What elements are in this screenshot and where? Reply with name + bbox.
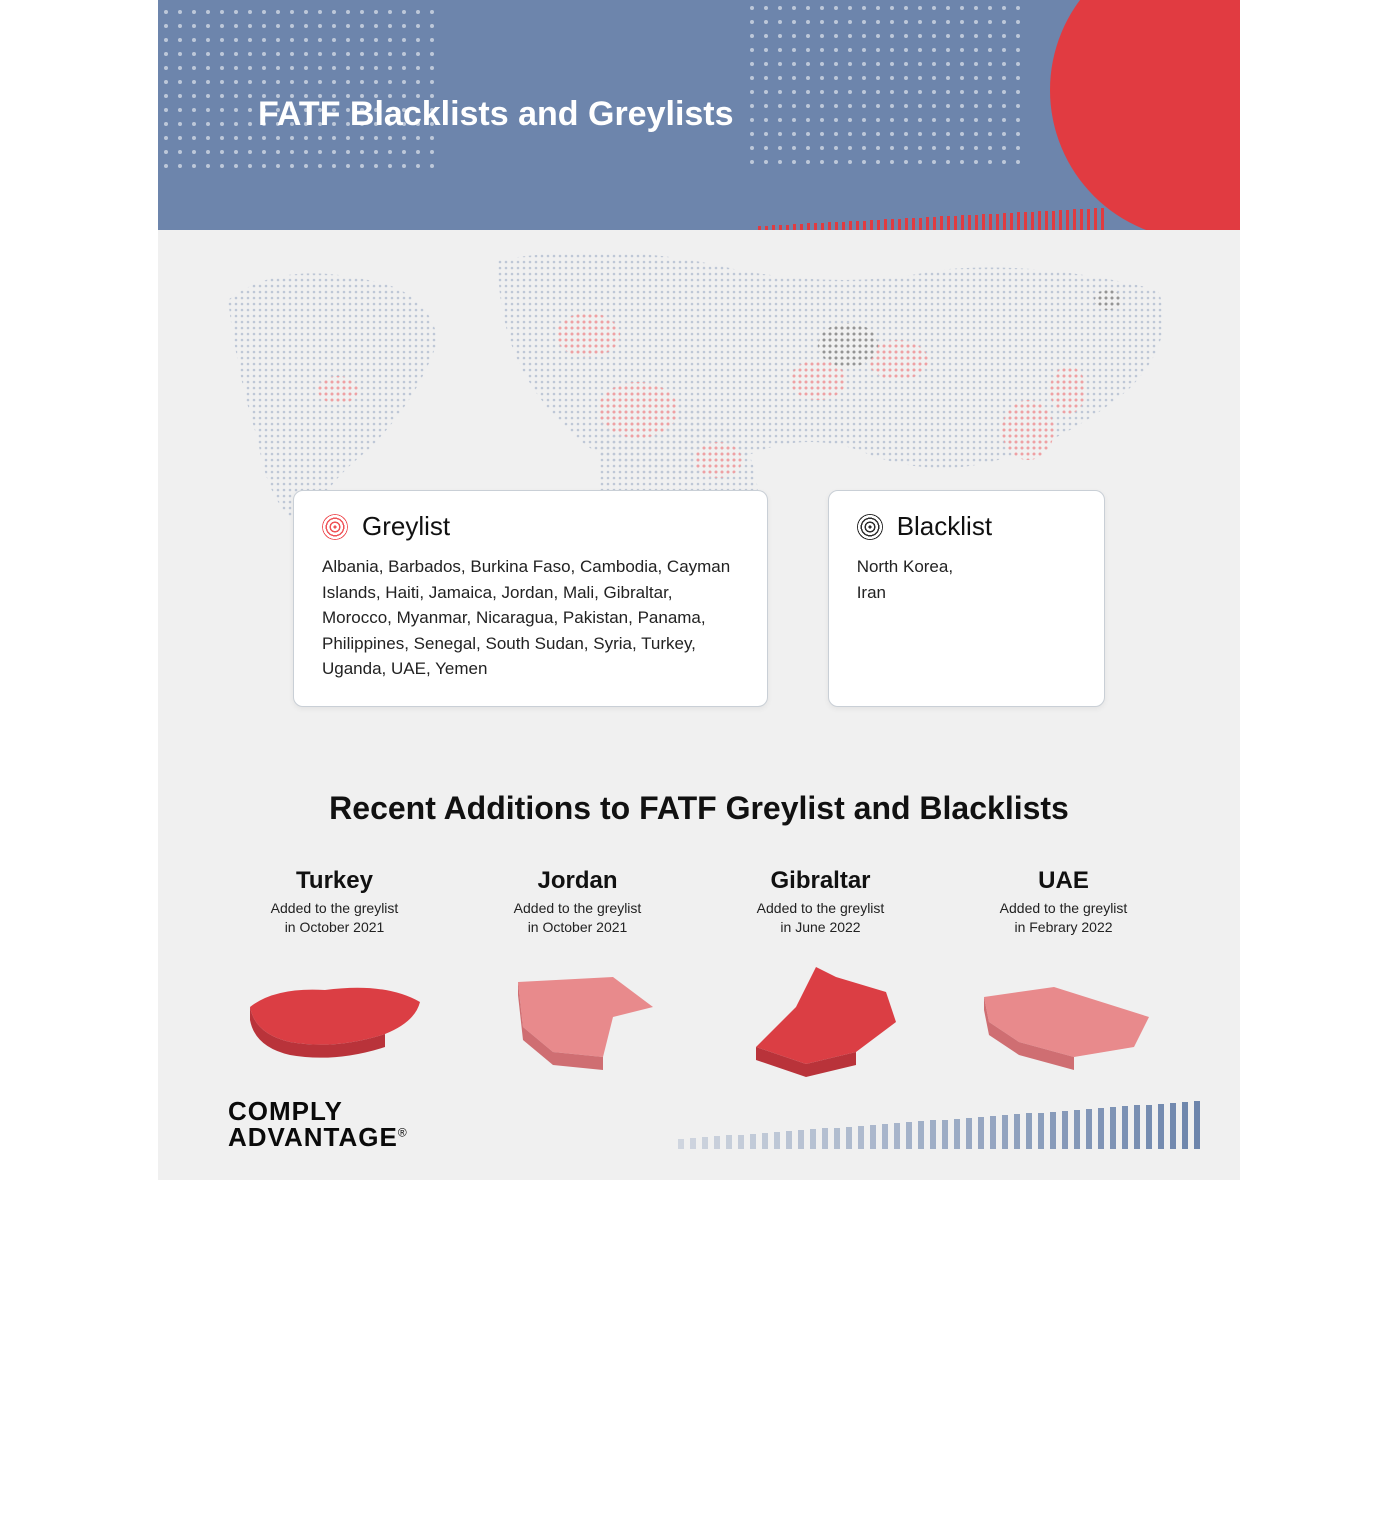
recent-title: Recent Additions to FATF Greylist and Bl… xyxy=(218,790,1180,827)
blacklist-title: Blacklist xyxy=(897,511,992,542)
blacklist-countries: North Korea, Iran xyxy=(857,554,1076,605)
page-title: FATF Blacklists and Greylists xyxy=(258,95,734,134)
blacklist-head: Blacklist xyxy=(857,511,1076,542)
legend-row: Greylist Albania, Barbados, Burkina Faso… xyxy=(293,490,1105,707)
greylist-head: Greylist xyxy=(322,511,739,542)
country-card: Jordan Added to the greylistin October 20… xyxy=(461,867,694,1077)
recent-countries: Turkey Added to the greylistin October 20… xyxy=(218,867,1180,1077)
country-shape-icon xyxy=(704,957,937,1077)
country-card: UAE Added to the greylistin Febrary 2022 xyxy=(947,867,1180,1077)
country-subtext: Added to the greylistin October 2021 xyxy=(461,899,694,937)
country-subtext: Added to the greylistin June 2022 xyxy=(704,899,937,937)
country-card: Gibraltar Added to the greylistin June 20… xyxy=(704,867,937,1077)
greylist-title: Greylist xyxy=(362,511,450,542)
logo-line2: ADVANTAGE® xyxy=(228,1124,408,1150)
decorative-dots-left xyxy=(164,10,434,168)
country-shape-icon xyxy=(218,957,451,1077)
logo-line1: COMPLY xyxy=(228,1098,408,1124)
logo-line2-text: ADVANTAGE xyxy=(228,1122,398,1152)
accent-bars xyxy=(758,208,1104,230)
canvas: FATF Blacklists and Greylists xyxy=(0,0,1398,1523)
country-name: Gibraltar xyxy=(704,867,937,895)
country-shape-icon xyxy=(461,957,694,1077)
blacklist-swatch-icon xyxy=(857,514,883,540)
country-name: Jordan xyxy=(461,867,694,895)
greylist-swatch-icon xyxy=(322,514,348,540)
country-subtext: Added to the greylistin October 2021 xyxy=(218,899,451,937)
header: FATF Blacklists and Greylists xyxy=(158,0,1240,230)
footer-bars xyxy=(678,1099,1200,1149)
footer: COMPLY ADVANTAGE® xyxy=(228,1098,1200,1150)
map-section: Greylist Albania, Barbados, Burkina Faso… xyxy=(158,230,1240,750)
decorative-circle xyxy=(1050,0,1240,230)
brand-logo: COMPLY ADVANTAGE® xyxy=(228,1098,408,1150)
infographic: FATF Blacklists and Greylists xyxy=(158,0,1240,1180)
greylist-card: Greylist Albania, Barbados, Burkina Faso… xyxy=(293,490,768,707)
country-card: Turkey Added to the greylistin October 20… xyxy=(218,867,451,1077)
country-subtext: Added to the greylistin Febrary 2022 xyxy=(947,899,1180,937)
registered-icon: ® xyxy=(398,1125,408,1139)
decorative-dots-right xyxy=(750,6,1020,164)
country-name: Turkey xyxy=(218,867,451,895)
greylist-countries: Albania, Barbados, Burkina Faso, Cambodi… xyxy=(322,554,739,682)
recent-section: Recent Additions to FATF Greylist and Bl… xyxy=(158,750,1240,1077)
blacklist-card: Blacklist North Korea, Iran xyxy=(828,490,1105,707)
country-shape-icon xyxy=(947,957,1180,1077)
country-name: UAE xyxy=(947,867,1180,895)
